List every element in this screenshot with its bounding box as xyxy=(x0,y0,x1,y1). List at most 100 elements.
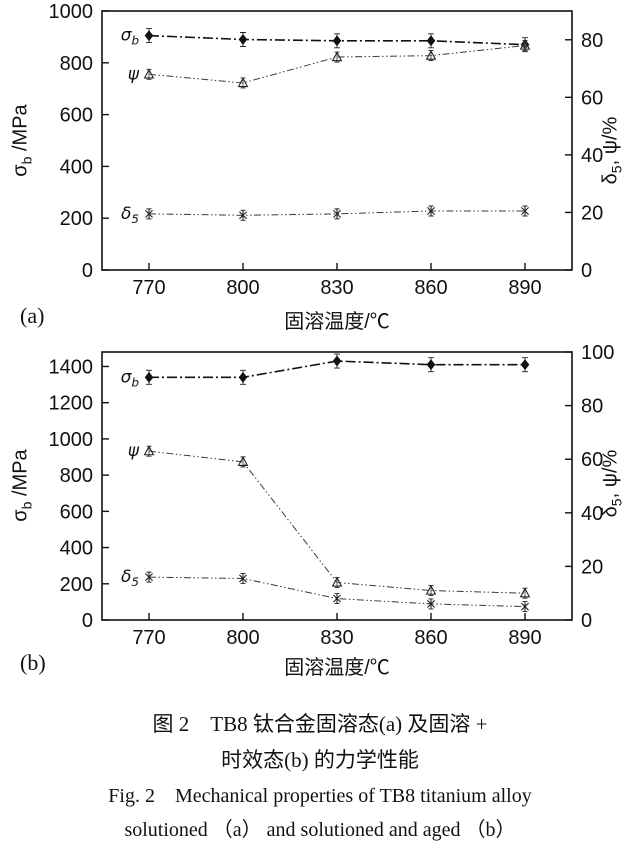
delta-5-marker-asterisk-icon xyxy=(333,594,341,603)
right-tick-label: 20 xyxy=(581,556,603,578)
left-tick-label: 0 xyxy=(82,610,93,632)
chart-panel-a: 0 200 400 600 800 1000 0 20 40 60 80 770 800 830 860 89… xyxy=(49,1,604,299)
sigma-b-marker-diamond-icon xyxy=(332,35,342,47)
psi-marker-triangle-icon xyxy=(143,445,155,456)
right-tick-label: 40 xyxy=(581,503,603,525)
right-tick-label: 0 xyxy=(581,260,592,282)
left-tick-label: 1400 xyxy=(49,356,94,378)
delta-5-marker-asterisk-icon xyxy=(333,209,341,219)
psi-marker-triangle-icon xyxy=(519,39,531,50)
sigma-b-series-label: σb xyxy=(121,367,139,389)
left-tick-label: 600 xyxy=(60,501,93,523)
delta-5-marker-asterisk-icon xyxy=(239,210,247,220)
sigma-b-series-label: σb xyxy=(121,26,139,48)
axis-subscript: 5 xyxy=(608,498,625,507)
right-tick-label: 80 xyxy=(581,396,603,418)
panel-a-right-axis-title: δ5, ψ/% xyxy=(600,51,625,251)
x-tick-label: 890 xyxy=(508,627,541,649)
x-tick-label: 770 xyxy=(132,277,165,299)
panel-a-left-axis-title: σb /MPa xyxy=(10,41,35,241)
axis-subscript: 5 xyxy=(608,165,625,174)
sigma-b-marker-diamond-icon xyxy=(144,30,154,42)
panel-b-x-axis-title: 固溶温度/℃ xyxy=(284,657,390,679)
left-tick-label: 400 xyxy=(60,156,93,178)
left-tick-label: 1000 xyxy=(49,429,94,451)
left-tick-label: 1200 xyxy=(49,393,94,415)
sigma-b-marker-diamond-icon xyxy=(426,35,436,47)
delta-5-line xyxy=(148,576,526,608)
panel-a-label: (a) xyxy=(20,303,45,328)
x-tick-label: 770 xyxy=(132,627,165,649)
right-tick-label: 80 xyxy=(581,30,603,52)
left-tick-label: 1000 xyxy=(49,1,94,23)
psi-line xyxy=(148,450,526,594)
delta-5-marker-asterisk-icon xyxy=(427,599,435,609)
delta-5-marker-asterisk-icon xyxy=(145,209,153,219)
x-tick-label: 800 xyxy=(226,277,259,299)
delta-5-marker-asterisk-icon xyxy=(521,206,529,216)
caption-english-line1: Fig. 2 Mechanical properties of TB8 tita… xyxy=(108,785,532,807)
psi-series-label: ψ xyxy=(128,64,140,84)
caption-english-line2: solutioned （a） and solutioned and aged （… xyxy=(124,819,516,841)
panel-b-label: (b) xyxy=(20,650,46,675)
right-tick-label: 100 xyxy=(581,342,614,364)
axis-unit: /MPa xyxy=(9,449,32,502)
caption-chinese-line2: 时效态(b) 的力学性能 xyxy=(221,748,419,772)
psi-marker-triangle-icon xyxy=(331,576,343,587)
panel-b-right-axis-title: δ5, ψ/% xyxy=(600,384,625,584)
psi-marker-triangle-icon xyxy=(519,587,531,598)
delta-5-marker-asterisk-icon xyxy=(239,574,247,583)
left-tick-label: 800 xyxy=(60,465,93,487)
left-tick-label: 600 xyxy=(60,105,93,127)
left-tick-label: 200 xyxy=(60,574,93,596)
axis-subscript: b xyxy=(18,501,35,510)
axis-unit: , ψ/% xyxy=(599,116,622,166)
sigma-b-marker-diamond-icon xyxy=(238,371,248,383)
psi-marker-triangle-icon xyxy=(425,584,437,595)
chart-panel-b: 0 200 400 600 800 1000 1200 1400 0 20 40 60 80 100 770… xyxy=(49,342,615,649)
right-tick-label: 20 xyxy=(581,202,603,224)
axis-symbol: δ xyxy=(599,506,622,518)
x-tick-label: 860 xyxy=(414,627,447,649)
sigma-b-marker-diamond-icon xyxy=(238,33,248,45)
delta-5-marker-asterisk-icon xyxy=(145,572,153,582)
plot-border xyxy=(101,10,573,271)
sigma-b-marker-diamond-icon xyxy=(144,371,154,383)
psi-series-label: ψ xyxy=(128,441,140,461)
psi-marker-triangle-icon xyxy=(143,68,155,79)
x-tick-label: 800 xyxy=(226,627,259,649)
delta-5-series-label: δ5 xyxy=(121,567,139,589)
sigma-b-marker-diamond-icon xyxy=(426,359,436,371)
caption-chinese-line1: 图 2 TB8 钛合金固溶态(a) 及固溶 + xyxy=(152,712,488,736)
axis-subscript: b xyxy=(18,156,35,165)
x-tick-label: 830 xyxy=(320,627,353,649)
right-tick-label: 60 xyxy=(581,449,603,471)
delta-5-marker-asterisk-icon xyxy=(427,206,435,216)
right-tick-label: 0 xyxy=(581,610,592,632)
psi-marker-triangle-icon xyxy=(331,51,343,62)
delta-5-line xyxy=(148,210,525,216)
panel-b-left-axis-title: σb /MPa xyxy=(10,386,35,586)
sigma-b-marker-diamond-icon xyxy=(520,359,530,371)
panel-a-x-axis-title: 固溶温度/℃ xyxy=(284,311,390,333)
axis-unit: /MPa xyxy=(9,104,32,157)
left-tick-label: 400 xyxy=(60,538,93,560)
psi-line xyxy=(148,45,526,84)
axis-symbol: δ xyxy=(599,173,622,185)
left-tick-label: 0 xyxy=(82,260,93,282)
right-tick-label: 60 xyxy=(581,87,603,109)
sigma-b-marker-diamond-icon xyxy=(332,355,342,367)
left-tick-label: 800 xyxy=(60,53,93,75)
psi-marker-triangle-icon xyxy=(425,49,437,60)
psi-marker-triangle-icon xyxy=(237,456,249,467)
right-tick-label: 40 xyxy=(581,145,603,167)
delta-5-marker-asterisk-icon xyxy=(521,602,529,611)
left-tick-label: 200 xyxy=(60,208,93,230)
delta-5-series-label: δ5 xyxy=(121,204,139,226)
x-tick-label: 830 xyxy=(320,277,353,299)
x-tick-label: 860 xyxy=(414,277,447,299)
axis-symbol: σ xyxy=(9,509,32,522)
x-tick-label: 890 xyxy=(508,277,541,299)
psi-marker-triangle-icon xyxy=(237,77,249,88)
